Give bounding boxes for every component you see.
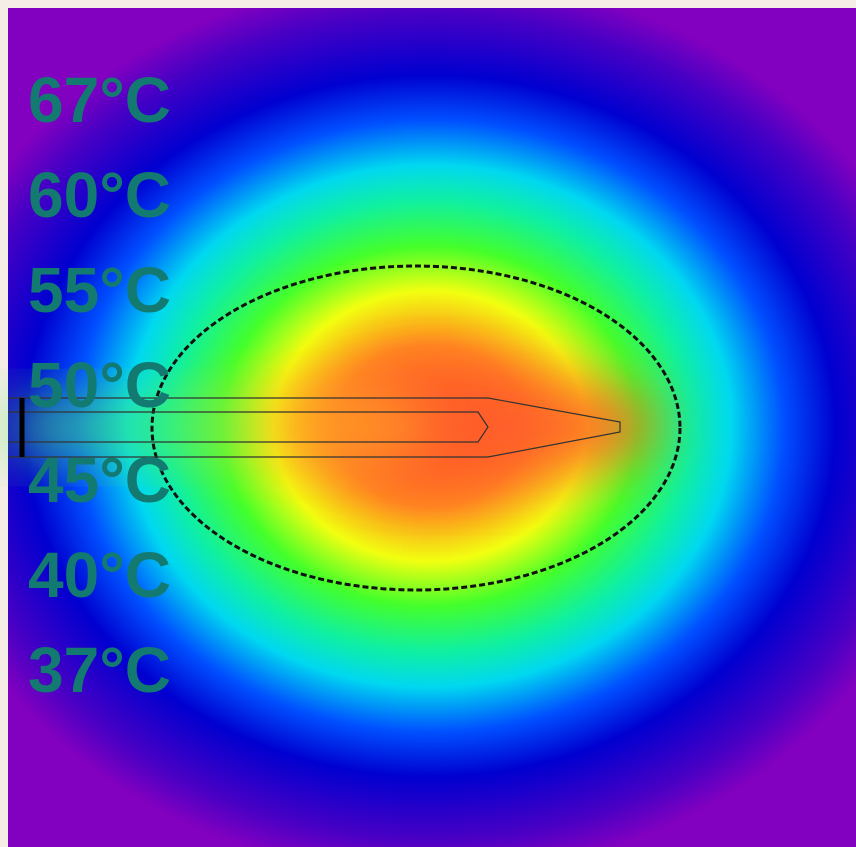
temperature-label: 60°C <box>28 159 171 231</box>
temperature-labels: 67°C 60°C 55°C 50°C 45°C 40°C 37°C <box>28 64 171 706</box>
temperature-label: 50°C <box>28 349 171 421</box>
page: 67°C60°C55°C50°C45°C40°C37°C (() => { co… <box>0 0 856 847</box>
temperature-label: 40°C <box>28 539 171 611</box>
temperature-label: 55°C <box>28 254 171 326</box>
temperature-label: 45°C <box>28 444 171 516</box>
temperature-label: 37°C <box>28 634 171 706</box>
temperature-label: 67°C <box>28 64 171 136</box>
thermal-image: 67°C 60°C 55°C 50°C 45°C 40°C 37°C <box>0 0 856 847</box>
